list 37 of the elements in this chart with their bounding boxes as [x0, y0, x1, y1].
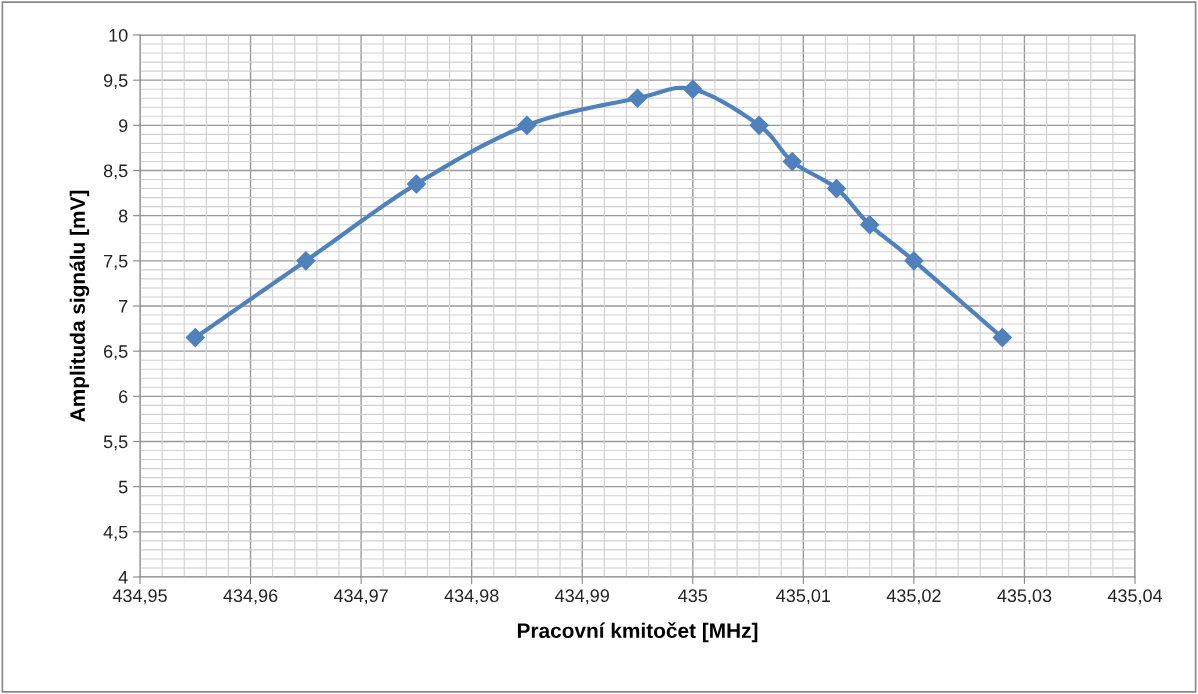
- x-tick-label: 434,99: [555, 589, 609, 605]
- x-tick-label: 435,04: [1107, 589, 1163, 605]
- y-tick-label: 6: [119, 390, 128, 404]
- y-tick-label: 9,5: [103, 74, 128, 90]
- point: [782, 151, 802, 172]
- x-tick-label: 434,95: [112, 589, 167, 605]
- x-axis-title: Pracovní kmitočet [MHz]: [517, 622, 758, 643]
- point: [749, 115, 769, 135]
- x-tick-label: 435: [678, 589, 708, 603]
- x-tick-label: 434,97: [333, 589, 388, 605]
- y-tick-label: 9: [119, 119, 128, 133]
- y-tick-label: 6,5: [104, 345, 128, 361]
- point: [860, 215, 880, 235]
- point: [185, 328, 205, 348]
- point: [296, 251, 316, 271]
- x-tick-label: 435,01: [776, 589, 831, 605]
- y-tick-label: 4,5: [103, 525, 128, 541]
- x-tick-label: 434,98: [444, 589, 499, 605]
- x-tick-label: 434,96: [223, 589, 278, 605]
- y-tick-label: 8,5: [103, 164, 128, 180]
- point: [826, 179, 847, 199]
- point: [406, 174, 426, 194]
- y-tick-label: 8: [118, 209, 128, 223]
- y-tick-label: 4: [118, 571, 128, 584]
- y-axis-title: Amplituda signálu [mV]: [69, 190, 90, 422]
- point: [627, 88, 648, 108]
- y-tick-label: 5: [118, 480, 128, 494]
- point: [683, 79, 703, 99]
- x-tick-label: 435,03: [997, 589, 1052, 605]
- point: [904, 251, 924, 271]
- y-tick-label: 7,5: [104, 254, 128, 270]
- y-tick-label: 10: [109, 28, 128, 42]
- y-tick-label: 7: [119, 300, 128, 313]
- point: [517, 115, 537, 135]
- x-tick-label: 435,02: [886, 589, 941, 605]
- y-tick-label: 5,5: [103, 435, 128, 451]
- point: [992, 328, 1012, 348]
